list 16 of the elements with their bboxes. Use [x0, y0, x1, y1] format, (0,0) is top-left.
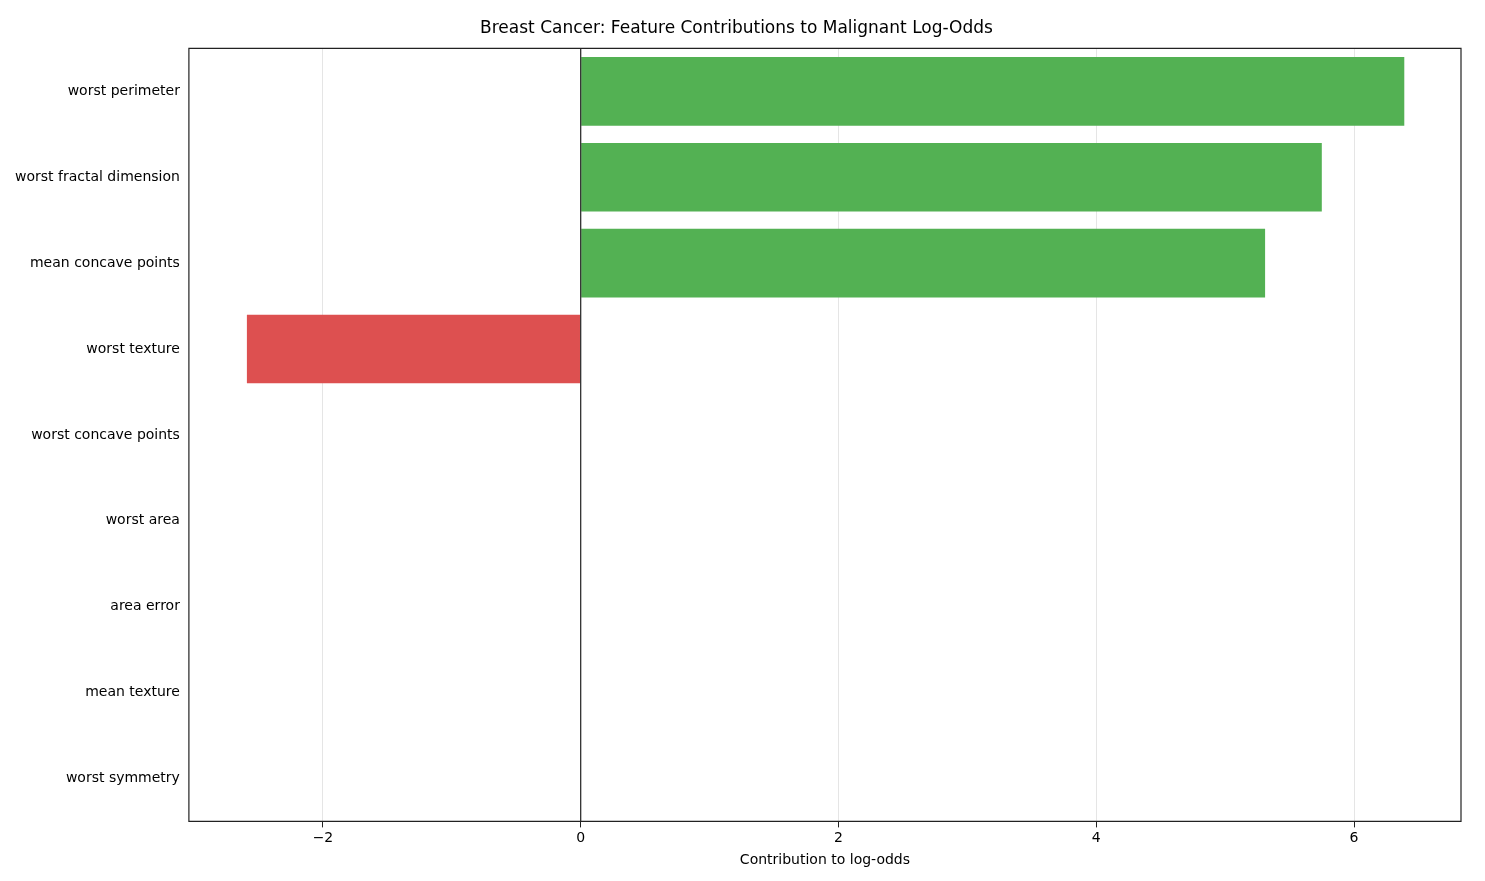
y-tick-label: worst texture [86, 339, 180, 356]
chart-title: Breast Cancer: Feature Contributions to Malignant Log-Odds [480, 16, 994, 37]
x-tick-label: 0 [576, 829, 586, 846]
y-tick-label: mean concave points [29, 253, 180, 270]
y-tick-label: mean texture [85, 683, 180, 700]
y-tick-label: worst concave points [31, 425, 180, 442]
x-tick-label: 2 [834, 829, 843, 846]
y-tick-label: area error [110, 597, 181, 614]
y-tick-label: worst area [105, 511, 180, 528]
y-tick-label: worst symmetry [65, 769, 180, 786]
y-tick-label: worst perimeter [67, 81, 181, 98]
y-tick-label: worst fractal dimension [14, 167, 180, 184]
x-tick-label: −2 [312, 829, 334, 846]
x-tick-label: 6 [1349, 829, 1359, 846]
x-axis-title: Contribution to log-odds [739, 851, 911, 868]
x-tick-label: 4 [1091, 829, 1101, 846]
